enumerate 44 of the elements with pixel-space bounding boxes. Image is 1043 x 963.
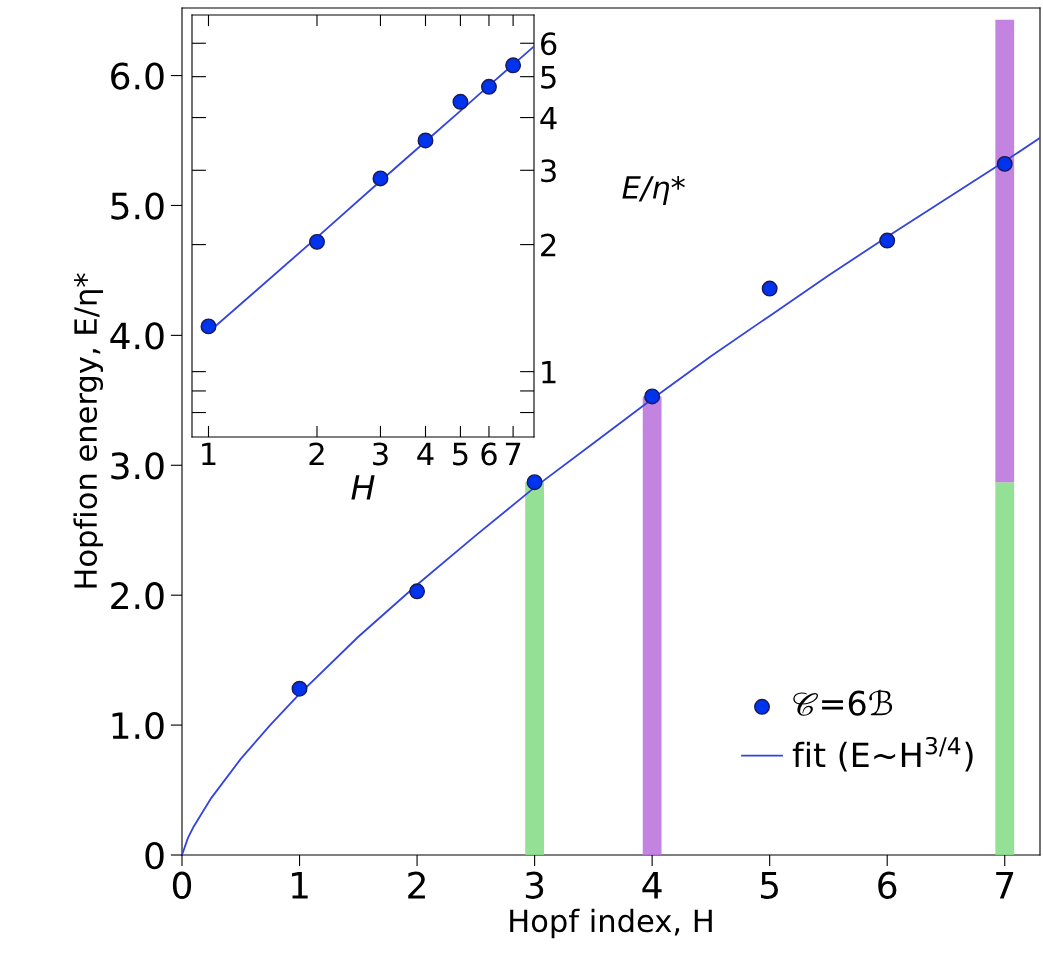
- y-tick-label: 0: [145, 841, 164, 870]
- x-tick-label: 7: [505, 442, 521, 466]
- legend-label: fit (E~H$^{3/4}$): [792, 736, 973, 772]
- y-tick-label: 4.0: [110, 322, 164, 350]
- x-tick-label: 5: [760, 872, 778, 899]
- y-tick-label: 6.0: [111, 62, 164, 90]
- y-tick-label: 1: [542, 360, 556, 384]
- x-tick-label: 4: [417, 442, 434, 466]
- y-tick-label: 5: [541, 66, 556, 89]
- x-tick-label: 5: [453, 442, 468, 466]
- y-tick-label: 1.0: [112, 712, 164, 740]
- x-tick-label: 3: [373, 442, 388, 466]
- x-tick-label: 2: [408, 871, 425, 899]
- x-tick-label: 0: [172, 871, 192, 899]
- bar: [995, 19, 1015, 483]
- point: [409, 583, 426, 600]
- y-tick-label: 5.0: [111, 192, 164, 220]
- x-tick-label: 1: [202, 442, 216, 466]
- x-tick-label: 7: [996, 872, 1014, 899]
- legend-label: 𝒞=6ℬ: [793, 689, 893, 716]
- y-tick-label: 2.0: [111, 582, 164, 610]
- x-tick-label: 6: [481, 442, 497, 466]
- y-tick-label: 3.0: [111, 452, 164, 480]
- point: [879, 232, 896, 249]
- x-tick-label: 1: [292, 872, 308, 899]
- y-tick-label: 3: [541, 159, 556, 183]
- x-tick-label: 6: [878, 871, 897, 899]
- y-tick-label: 6: [541, 32, 557, 56]
- y-tick-label: 4: [540, 106, 557, 130]
- x-axis-title: H: [351, 475, 375, 500]
- x-tick-label: 2: [309, 442, 324, 466]
- x-axis-title: Hopf index, H: [510, 908, 712, 939]
- point: [996, 155, 1013, 172]
- point: [761, 280, 778, 297]
- bar: [525, 482, 545, 855]
- bar: [995, 482, 1015, 855]
- point: [526, 474, 543, 491]
- x-tick-label: 4: [642, 872, 662, 899]
- y-tick-label: 2: [541, 233, 556, 257]
- point: [644, 388, 661, 405]
- y-axis-title: Hopfion energy, E/η*: [73, 273, 104, 588]
- bar: [642, 396, 662, 855]
- point: [291, 680, 308, 697]
- y-axis-title: E/η*: [622, 175, 685, 205]
